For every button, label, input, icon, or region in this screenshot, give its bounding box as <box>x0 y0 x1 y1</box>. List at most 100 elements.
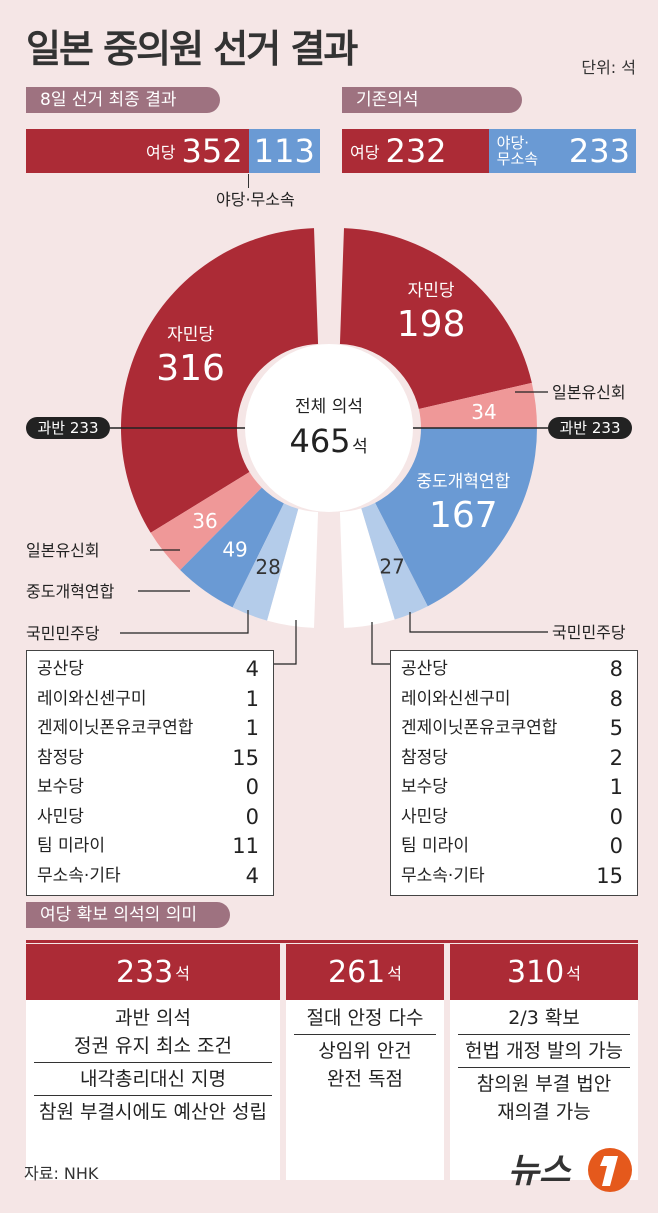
callout-dpfp-right: 국민민주당 <box>552 623 626 642</box>
table-row: 무소속·기타 4 <box>27 862 273 892</box>
meaning-line: 2/3 확보 <box>508 1007 580 1029</box>
previous-opposition-label: 야당· 무소속 <box>497 135 538 167</box>
table-row: 겐제이닛폰유코쿠연합 5 <box>391 714 637 744</box>
meaning-divider <box>34 1095 272 1096</box>
final-result-bar: 여당 352 113 <box>26 129 320 173</box>
meaning-section-label: 여당 확보 의석의 의미 <box>26 902 230 928</box>
party-seats: 15 <box>596 863 623 888</box>
previous-opposition-label-line1: 야당· <box>496 134 530 152</box>
others-table-right: 공산당 8 레이와신센구미 8 겐제이닛폰유코쿠연합 5 참정당 2 보수당 1 사민당 0 팀 미라이… <box>390 650 638 896</box>
meaning-seat-unit: 석 <box>566 964 581 983</box>
meaning-card-head: 233 석 <box>26 944 280 1000</box>
meaning-line: 참원 부결시에도 예산안 성립 <box>39 1101 267 1123</box>
table-row: 겐제이닛폰유코쿠연합 1 <box>27 714 273 744</box>
others-table-left: 공산당 4 레이와신센구미 1 겐제이닛폰유코쿠연합 1 참정당 15 보수당 0 사민당 0 팀 미라… <box>26 650 274 896</box>
right-slice-ishin <box>418 382 537 428</box>
party-seats: 0 <box>609 834 623 858</box>
meaning-seat-unit: 석 <box>387 964 402 983</box>
party-seats: 0 <box>245 775 259 799</box>
left-slice-ishin <box>150 472 262 570</box>
left-slice-dpfp <box>232 503 299 621</box>
previous-seats-label: 기존의석 <box>342 87 522 113</box>
news1-logo-one <box>600 1156 618 1186</box>
meaning-line: 내각총리대신 지명 <box>80 1068 226 1090</box>
news1-logo-text: 뉴스 <box>508 1151 572 1191</box>
leader-dpfp-left <box>120 610 249 634</box>
majority-badge-left <box>26 417 110 439</box>
previous-opposition-segment: 야당· 무소속 233 <box>488 129 636 173</box>
party-name: 레이와신센구미 <box>401 688 511 709</box>
party-name: 무소속·기타 <box>401 865 485 886</box>
table-row: 팀 미라이 0 <box>391 832 637 862</box>
table-row: 레이와신센구미 8 <box>391 685 637 715</box>
meaning-card-head: 261 석 <box>286 944 444 1000</box>
center-total: 465 <box>289 422 350 460</box>
table-row: 공산당 8 <box>391 655 637 685</box>
meaning-seat-number: 310 <box>507 954 565 990</box>
party-name: 참정당 <box>401 747 448 768</box>
left-slice-ldp <box>120 228 319 533</box>
callout-chudo-left: 중도개혁연합 <box>26 582 115 601</box>
table-row: 보수당 1 <box>391 773 637 803</box>
callouts: 과반 233 과반 233 일본유신회 중도개혁연합 국민민주당 일본유신회 국… <box>26 383 632 665</box>
party-name: 참정당 <box>37 747 84 768</box>
leader-others-right <box>371 622 390 665</box>
party-seats: 1 <box>245 686 259 711</box>
meaning-line: 참의원 부결 법안 <box>476 1073 612 1095</box>
final-result-label: 8일 선거 최종 결과 <box>26 87 220 113</box>
page-title: 일본 중의원 선거 결과 <box>26 27 358 71</box>
meaning-seat-unit: 석 <box>175 964 190 983</box>
left-slice-value-ldp: 316 <box>156 348 225 389</box>
previous-ruling-value: 232 <box>385 132 447 170</box>
news1-logo-mark: 뉴스 <box>508 1148 632 1192</box>
left-slice-chudo <box>180 487 284 608</box>
right-slice-others <box>339 508 395 628</box>
party-name: 공산당 <box>401 659 448 679</box>
final-opposition-value: 113 <box>253 132 315 170</box>
party-seats: 15 <box>232 745 259 770</box>
meaning-line: 정권 유지 최소 조건 <box>74 1035 232 1057</box>
party-seats: 8 <box>609 686 623 711</box>
previous-ruling-label: 여당 <box>350 143 380 162</box>
right-slice-value-ishin: 34 <box>471 400 496 424</box>
meaning-line: 과반 의석 <box>115 1007 191 1029</box>
table-row: 사민당 0 <box>27 803 273 833</box>
right-slice-name-ldp: 자민당 <box>408 281 455 301</box>
party-name: 팀 미라이 <box>401 836 469 856</box>
callout-dpfp-left: 국민민주당 <box>26 624 100 643</box>
party-seats: 2 <box>609 745 623 770</box>
right-slice-chudo <box>375 427 537 607</box>
party-seats: 11 <box>232 834 259 858</box>
party-name: 보수당 <box>401 777 448 797</box>
party-name: 무소속·기타 <box>37 865 121 886</box>
meaning-seat-number: 261 <box>328 954 386 990</box>
final-opposition-segment: 113 <box>248 129 320 173</box>
donut-overlay: 전체 의석 465 석 <box>110 344 548 512</box>
unit-label: 단위: 석 <box>581 58 636 77</box>
news1-logo: 뉴스 <box>500 1140 640 1196</box>
meaning-card-head: 310 석 <box>450 944 638 1000</box>
party-name: 공산당 <box>37 659 84 679</box>
right-slice-value-dpfp: 27 <box>379 554 404 578</box>
right-slice-value-ldp: 198 <box>397 304 466 345</box>
meaning-card-body: 절대 안정 다수 상임위 안건 완전 독점 <box>286 1000 444 1180</box>
right-slice-name-chudo: 중도개혁연합 <box>416 472 510 492</box>
left-slice-name-ldp: 자민당 <box>167 325 214 345</box>
meaning-divider <box>458 1034 630 1035</box>
table-row: 참정당 15 <box>27 744 273 774</box>
center-label: 전체 의석 <box>295 397 363 417</box>
callout-ishin-left: 일본유신회 <box>26 541 100 560</box>
final-opposition-leader <box>248 174 249 188</box>
previous-opposition-label-line2: 무소속 <box>496 150 539 168</box>
source-label: 자료: NHK <box>24 1164 99 1183</box>
final-ruling-value: 352 <box>181 132 243 170</box>
table-row: 레이와신센구미 1 <box>27 685 273 715</box>
party-seats: 0 <box>609 804 623 829</box>
previous-ruling-segment: 여당 232 <box>342 129 489 173</box>
left-slice-others <box>267 508 319 628</box>
table-row: 보수당 0 <box>27 773 273 803</box>
right-slice-ldp <box>339 228 532 410</box>
